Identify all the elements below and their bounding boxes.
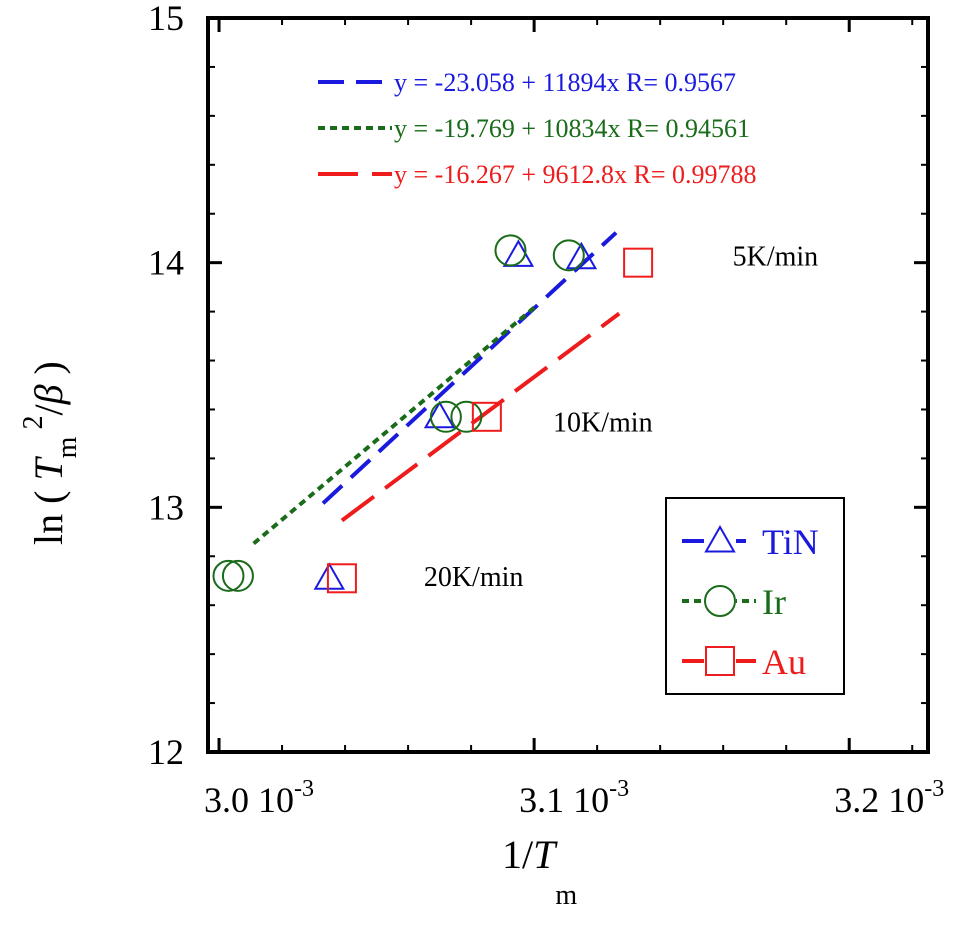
rate-annotation: 5K/min <box>733 241 819 272</box>
data-point-tin <box>565 241 598 270</box>
x-tick-mantissa: 3.2 10 <box>834 780 924 820</box>
legend-marker-au <box>705 646 735 676</box>
rate-annotation: 10K/min <box>553 408 653 439</box>
legend-marker-tin <box>704 524 736 553</box>
legend-label-au: Au <box>762 642 806 682</box>
x-tick-label: 3.1 10-3 <box>519 776 629 820</box>
x-tick-mantissa: 3.1 10 <box>519 780 609 820</box>
x-axis-title: 1/Tm <box>502 832 577 911</box>
data-point-ir <box>429 400 462 433</box>
data-point-ir <box>494 234 527 267</box>
data-point-au <box>471 401 502 432</box>
fit-line-ir <box>252 306 536 546</box>
data-point-au <box>623 247 654 278</box>
rate-annotations: 5K/min 10K/min 20K/min <box>424 241 818 593</box>
legend-marker-bg <box>704 644 736 678</box>
x-tick-exponent: -3 <box>294 776 314 802</box>
legend-marker-ir <box>704 585 736 617</box>
legend-label-ir: Ir <box>762 582 786 622</box>
y-title-sub: m <box>52 436 83 458</box>
data-point-ir <box>552 239 585 272</box>
y-tick-label: 15 <box>148 0 184 38</box>
data-point-tin <box>423 400 456 429</box>
y-title-sup: 2 <box>18 416 49 437</box>
x-title-var: T <box>533 832 558 877</box>
y-title-mid: / <box>26 404 71 416</box>
y-title-greek: β <box>26 384 71 405</box>
data-point-ir <box>212 559 245 592</box>
y-title-var: T <box>26 456 71 481</box>
rate-annotation: 20K/min <box>424 562 524 593</box>
x-title-prefix: 1/ <box>502 832 534 877</box>
legend-marker-bg <box>704 524 736 558</box>
legend-marker-bg <box>704 584 736 618</box>
y-tick-label: 13 <box>148 487 184 527</box>
y-title-suffix: ) <box>26 361 71 384</box>
fit-equation-au: y = -16.267 + 9612.8x R= 0.99788 <box>394 160 757 189</box>
x-tick-exponent: -3 <box>924 776 944 802</box>
data-points <box>212 234 654 594</box>
fit-line-tin <box>321 231 618 505</box>
legend-label-tin: TiN <box>762 522 819 562</box>
x-tick-mantissa: 3.0 10 <box>204 780 294 820</box>
y-tick-label: 14 <box>148 243 184 283</box>
y-axis-title: ln ( Tm 2/β ) <box>18 361 83 545</box>
data-point-ir <box>450 400 483 433</box>
x-tick-label: 3.0 10-3 <box>204 776 314 820</box>
y-tick-label: 12 <box>148 732 184 772</box>
axis-titles: ln ( Tm 2/β ) 1/Tm <box>18 361 577 911</box>
fit-equation-ir: y = -19.769 + 10834x R= 0.94561 <box>394 114 750 143</box>
data-point-ir <box>221 559 254 592</box>
fit-lines <box>252 231 621 546</box>
x-tick-label: 3.2 10-3 <box>834 776 944 820</box>
x-title-sub: m <box>555 880 577 911</box>
plot-border <box>206 16 930 754</box>
data-point-tin <box>313 562 346 590</box>
x-tick-exponent: -3 <box>609 776 629 802</box>
fit-equation-legend: y = -23.058 + 11894x R= 0.9567 y = -19.76… <box>318 68 757 189</box>
series-legend: TiN Ir Au <box>665 497 845 695</box>
plot-frame <box>206 16 930 754</box>
y-title-prefix: ln ( <box>26 481 71 545</box>
fit-equation-tin: y = -23.058 + 11894x R= 0.9567 <box>394 68 736 97</box>
data-point-au <box>326 563 357 594</box>
